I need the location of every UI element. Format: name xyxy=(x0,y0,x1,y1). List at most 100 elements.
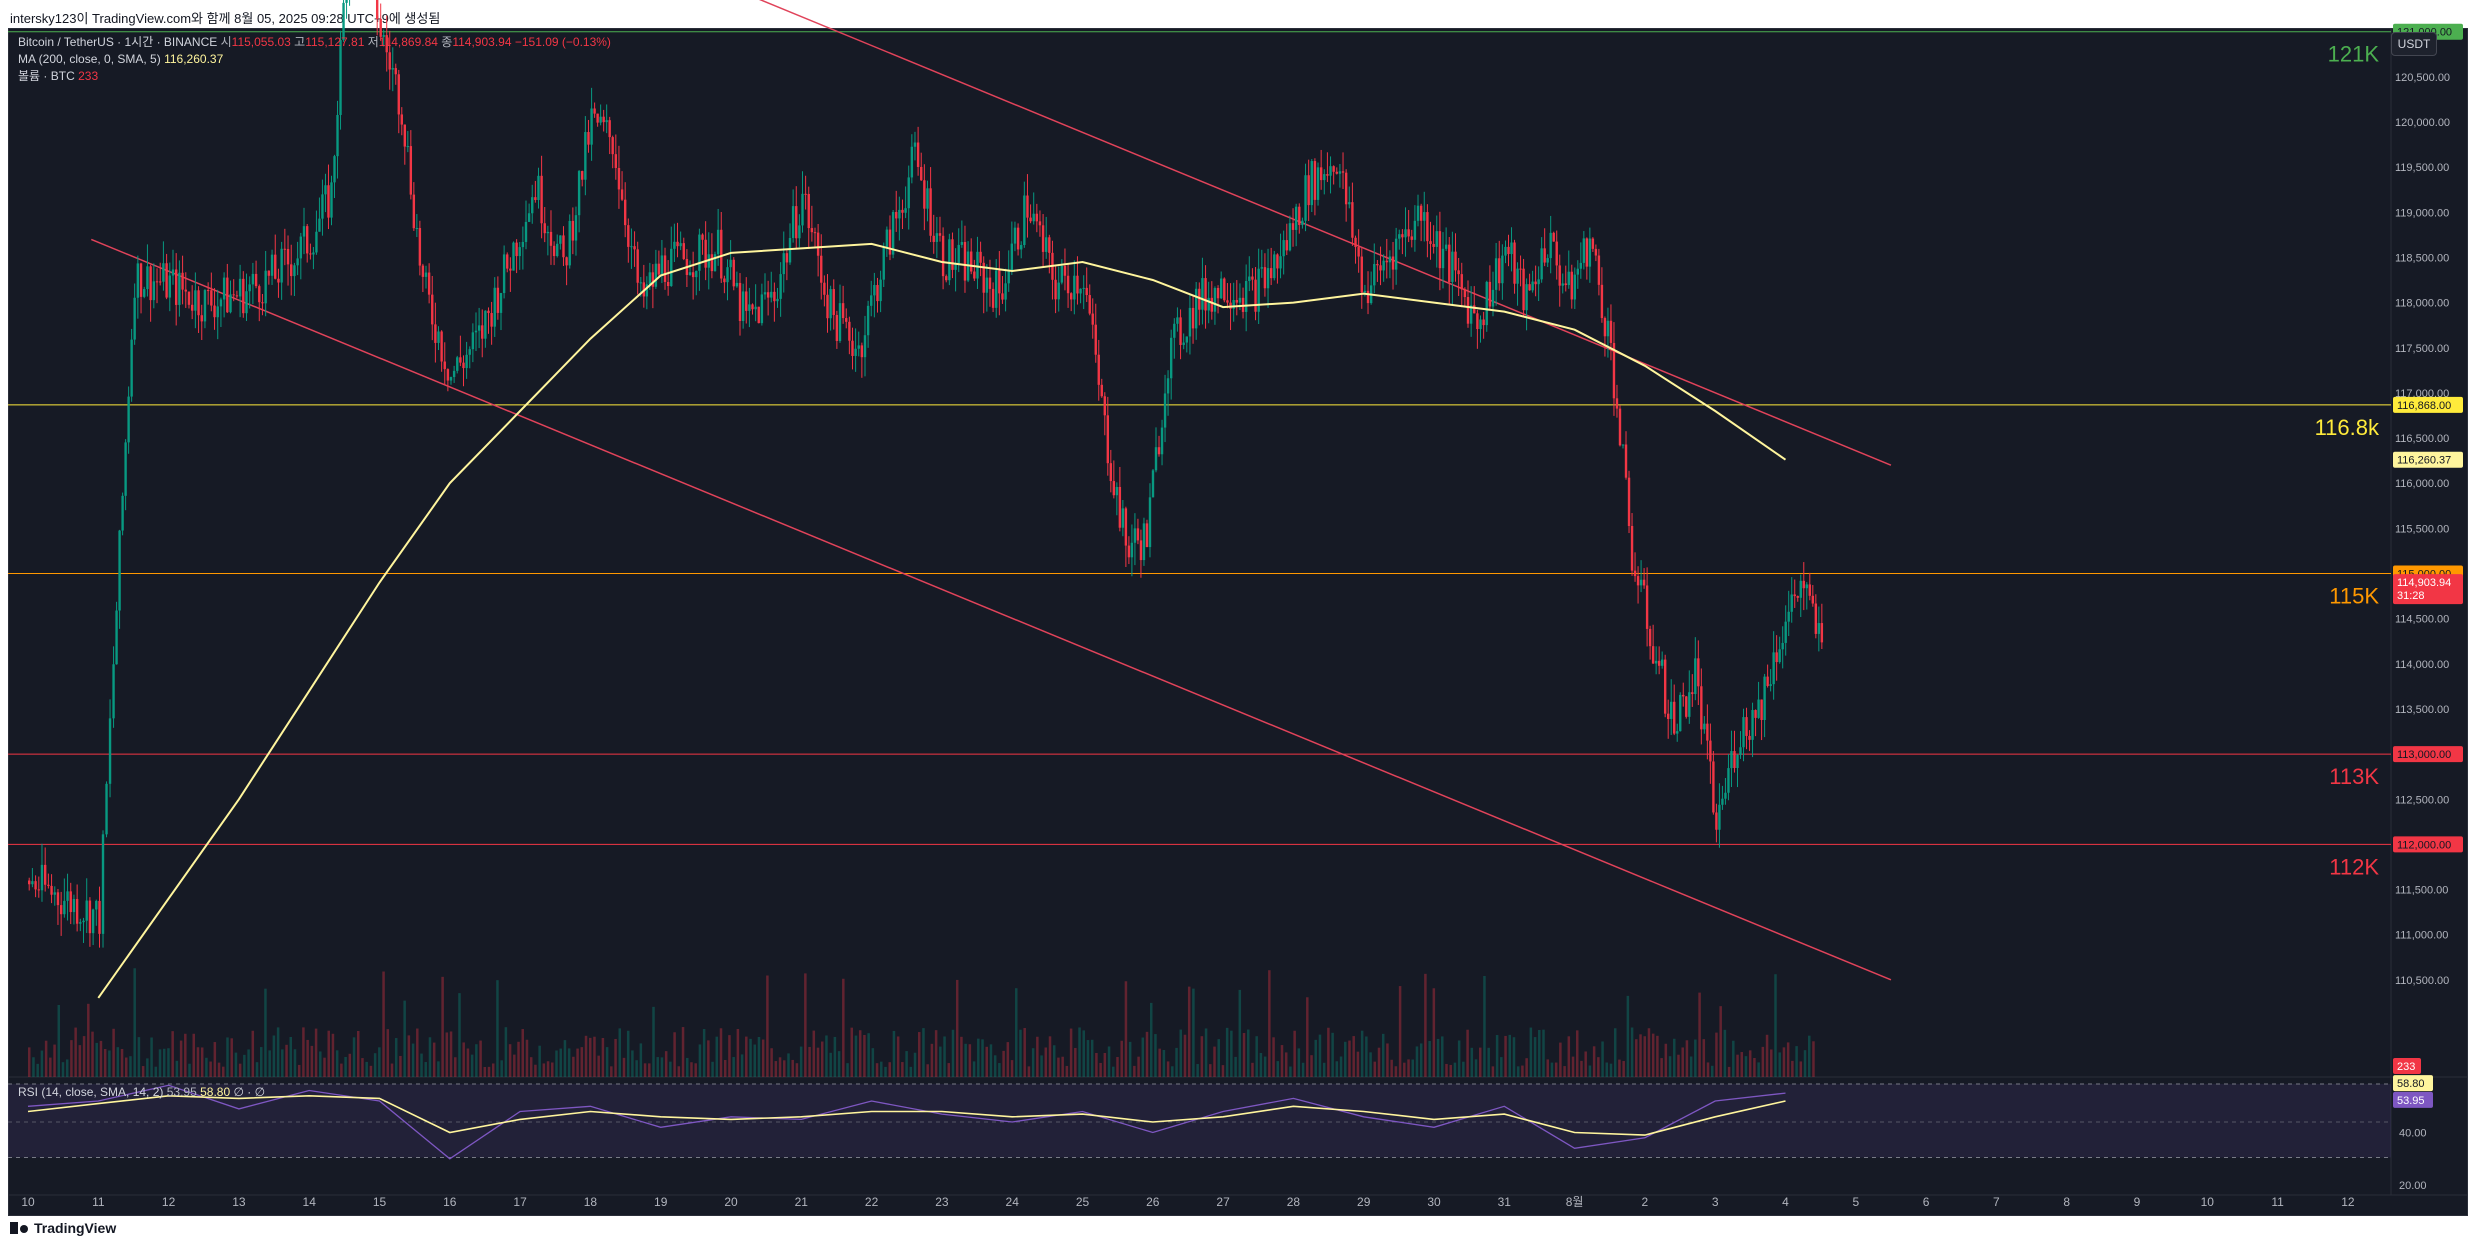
volume-bar xyxy=(196,1047,200,1077)
candle-body xyxy=(155,281,159,283)
volume-bar xyxy=(951,1029,955,1077)
volume-bar xyxy=(1411,1059,1415,1077)
volume-bar xyxy=(1103,1052,1107,1077)
candle-body xyxy=(1179,317,1182,345)
candle-body xyxy=(409,146,413,195)
candle-body xyxy=(1001,293,1004,300)
volume-bar xyxy=(858,1030,862,1077)
candle-body xyxy=(382,35,385,37)
candle-body xyxy=(1435,231,1438,247)
candle-body xyxy=(105,783,108,835)
candle-body xyxy=(1091,313,1094,325)
volume-bar xyxy=(150,1037,153,1077)
candle-body xyxy=(1673,701,1676,734)
volume-bar xyxy=(1225,1027,1229,1077)
volume-bar xyxy=(1373,1061,1377,1077)
candle-body xyxy=(112,664,115,719)
candle-body xyxy=(1088,295,1091,314)
volume-bar xyxy=(1782,1047,1786,1077)
candle-body xyxy=(820,255,823,283)
candle-body xyxy=(245,291,248,314)
time-tick-label: 23 xyxy=(935,1195,949,1209)
candle-body xyxy=(559,235,562,244)
candle-body xyxy=(1332,166,1335,172)
volume-bar xyxy=(934,1030,938,1077)
volume-bar xyxy=(1234,1056,1237,1077)
tradingview-logo[interactable]: TradingView xyxy=(10,1220,116,1236)
volume-bar xyxy=(57,1004,61,1077)
candle-body xyxy=(1494,258,1498,290)
candle-body xyxy=(385,35,388,53)
candle-body xyxy=(133,297,136,340)
volume-bar xyxy=(656,1057,659,1077)
volume-bar xyxy=(719,1028,723,1077)
candle-body xyxy=(543,223,546,234)
volume-bar xyxy=(1706,1062,1710,1077)
candle-body xyxy=(462,362,465,369)
candle-body xyxy=(1112,481,1116,496)
candle-body xyxy=(666,281,670,287)
candle-body xyxy=(115,610,118,665)
candle-body xyxy=(1335,171,1338,174)
ma-label[interactable]: MA (200, close, 0, SMA, 5) xyxy=(18,52,161,66)
volume-bar xyxy=(491,1063,495,1077)
candle-body xyxy=(860,345,864,358)
candle-body xyxy=(1778,649,1781,663)
symbol-label[interactable]: Bitcoin / TetherUS · 1시간 · BINANCE xyxy=(18,35,218,49)
chart-area[interactable] xyxy=(8,28,2468,1216)
volume-bar xyxy=(1483,976,1486,1077)
candle-body xyxy=(1660,659,1664,666)
change-value: −151.09 (−0.13%) xyxy=(514,35,611,49)
volume-bar xyxy=(1116,1057,1119,1077)
candle-body xyxy=(290,264,293,277)
candle-body xyxy=(648,272,652,285)
candle-body xyxy=(379,18,382,37)
candle-body xyxy=(1070,293,1073,300)
volume-bar xyxy=(1744,1056,1748,1077)
level-price-tag xyxy=(2393,746,2463,763)
volume-bar xyxy=(390,1063,394,1077)
volume-bar xyxy=(626,1030,630,1077)
candle-body xyxy=(1344,172,1348,205)
volume-bar xyxy=(1761,1046,1765,1077)
volume-bar xyxy=(454,1057,457,1077)
candle-body xyxy=(1609,320,1613,343)
candle-body xyxy=(459,357,462,363)
candle-body xyxy=(1429,241,1432,244)
price-tick-label: 118,000.00 xyxy=(2395,298,2449,310)
volume-bar xyxy=(373,1053,377,1077)
ma-value: 116,260.37 xyxy=(164,52,224,66)
candle-body xyxy=(1326,174,1329,176)
candle-body xyxy=(1657,660,1661,666)
rsi-legend: RSI (14, close, SMA, 14, 2) 53.95 58.80 … xyxy=(18,1085,265,1099)
volume-bar xyxy=(812,1030,816,1077)
time-tick-label: 2 xyxy=(1642,1195,1649,1209)
candle-body xyxy=(1035,213,1039,222)
candle-body xyxy=(1316,167,1320,200)
candle-body xyxy=(1485,281,1488,326)
volume-bar xyxy=(964,1043,967,1077)
volume-bar xyxy=(129,1056,132,1077)
volume-label[interactable]: 볼륨 · BTC xyxy=(18,69,75,83)
volume-bar xyxy=(901,1062,904,1077)
currency-button[interactable]: USDT xyxy=(2391,32,2437,56)
volume-bar xyxy=(723,1059,727,1077)
volume-bar xyxy=(1698,992,1701,1077)
candle-body xyxy=(804,193,807,195)
rsi-label[interactable]: RSI (14, close, SMA, 14, 2) xyxy=(18,1085,164,1099)
candle-body xyxy=(1376,263,1379,266)
candle-body xyxy=(1169,337,1173,379)
volume-bar xyxy=(416,1028,419,1077)
candle-body xyxy=(1282,240,1285,257)
candle-body xyxy=(1269,268,1273,279)
candle-body xyxy=(633,246,636,250)
volume-bar xyxy=(1344,1041,1347,1077)
volume-bar xyxy=(1280,1045,1284,1077)
volume-bar xyxy=(1107,1046,1111,1077)
candle-body xyxy=(1709,740,1712,762)
candle-body xyxy=(679,243,682,247)
rsi-band xyxy=(8,1083,2391,1158)
volume-bar xyxy=(65,1059,69,1077)
candle-body xyxy=(1266,268,1270,289)
